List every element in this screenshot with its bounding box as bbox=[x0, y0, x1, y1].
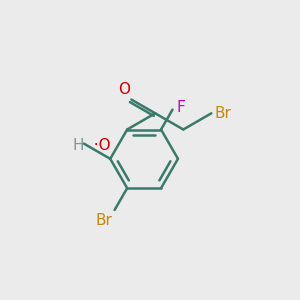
Text: H: H bbox=[73, 138, 84, 153]
Text: Br: Br bbox=[95, 214, 112, 229]
Text: F: F bbox=[176, 100, 185, 115]
Text: Br: Br bbox=[214, 106, 231, 121]
Text: ·O: ·O bbox=[84, 138, 111, 153]
Text: O: O bbox=[118, 82, 130, 97]
